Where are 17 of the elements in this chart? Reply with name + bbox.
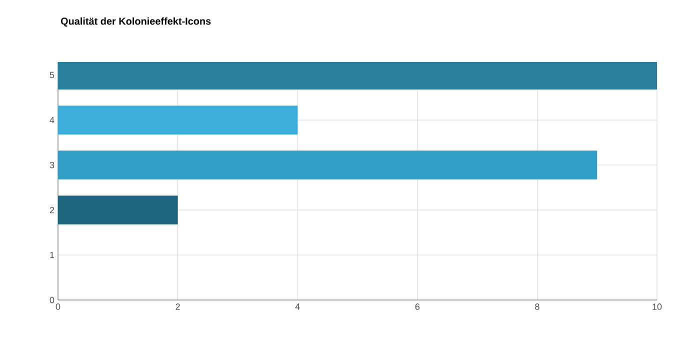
- y-tick-label: 2: [50, 206, 54, 214]
- x-tick-label: 0: [56, 304, 60, 310]
- bar: [58, 150, 598, 180]
- x-tick-label: 10: [652, 304, 662, 310]
- bar: [58, 62, 658, 90]
- bar: [58, 196, 178, 224]
- x-tick-label: 8: [535, 304, 540, 310]
- y-tick-label: 3: [50, 162, 54, 168]
- x-tick-label: 2: [176, 304, 180, 310]
- y-tick-label: 5: [50, 72, 54, 78]
- x-tick-label: 4: [295, 304, 300, 310]
- y-tick-label: 1: [50, 252, 54, 258]
- y-tick-label: 4: [50, 116, 54, 124]
- bar: [58, 106, 298, 134]
- y-tick-label: 0: [50, 296, 54, 304]
- chart-title: Qualität der Kolonieeffekt-Icons: [60, 17, 211, 27]
- x-tick-label: 6: [415, 304, 420, 310]
